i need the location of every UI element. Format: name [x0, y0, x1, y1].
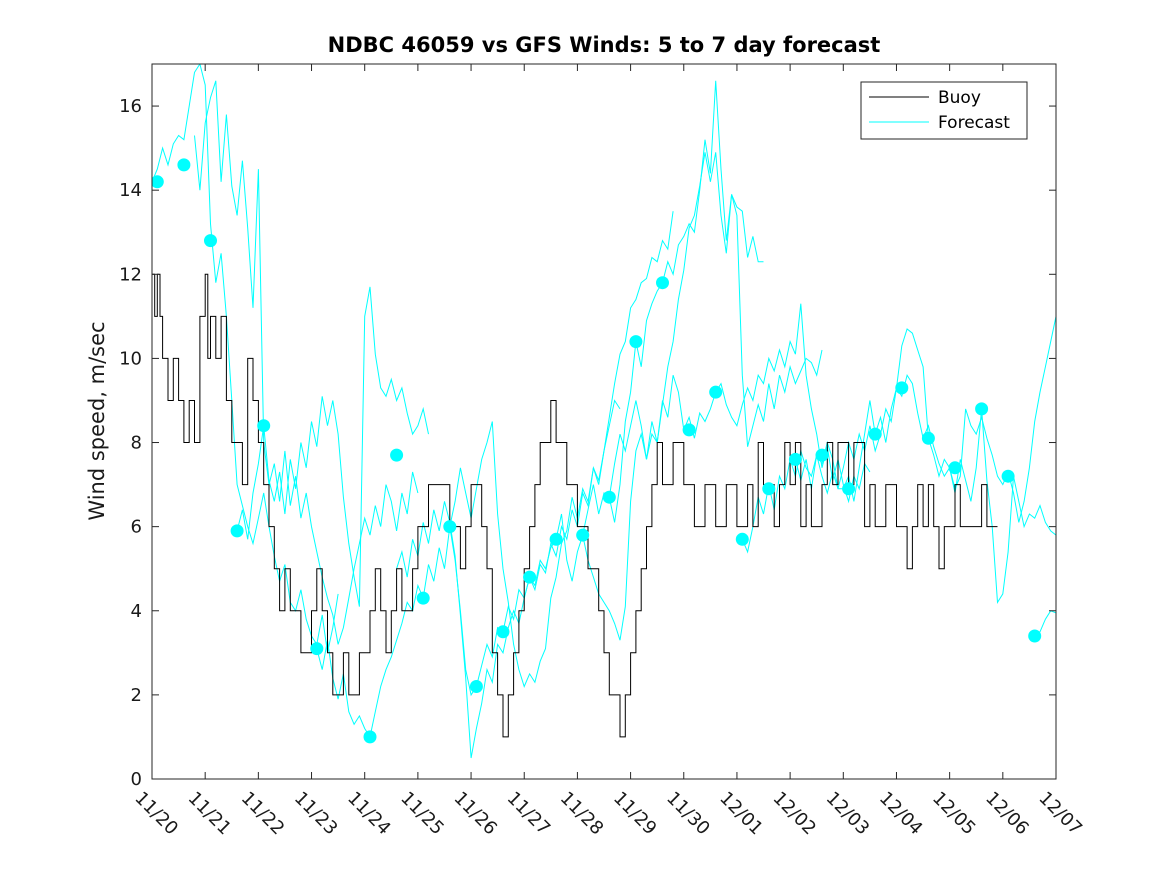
forecast-point-18	[656, 276, 669, 290]
forecast-point-16	[602, 490, 616, 504]
forecast-point-3	[204, 234, 217, 248]
forecast-point-22	[762, 482, 776, 496]
forecast-point-9	[416, 591, 430, 605]
forecast-line-2	[194, 80, 419, 645]
forecast-point-15	[576, 528, 590, 542]
forecast-point-29	[948, 461, 962, 475]
forecast-point-1	[152, 175, 164, 189]
forecast-line-1	[152, 64, 339, 653]
legend-box	[860, 81, 1028, 140]
forecast-point-4	[230, 524, 244, 538]
y-tick-label: 12	[119, 264, 142, 285]
forecast-point-5	[257, 419, 271, 433]
forecast-point-7	[363, 730, 377, 744]
y-tick-label: 4	[131, 601, 142, 622]
y-tick-label: 16	[119, 96, 142, 117]
legend[interactable]: Buoy Forecast	[860, 81, 1028, 140]
forecast-point-26	[868, 427, 882, 441]
forecast-point-10	[443, 520, 457, 534]
forecast-point-32	[1028, 629, 1042, 643]
forecast-point-11	[469, 680, 483, 693]
y-tick-label: 2	[131, 685, 142, 706]
forecast-point-25	[842, 482, 856, 496]
plot-area	[152, 64, 1056, 759]
forecast-point-27	[895, 381, 909, 395]
forecast-line-5	[396, 399, 621, 759]
series-group	[152, 64, 1056, 759]
legend-forecast-label: Forecast	[938, 113, 1010, 133]
y-tick-label: 8	[131, 433, 142, 454]
forecast-point-13	[523, 570, 537, 584]
y-tick-label: 10	[119, 348, 142, 369]
y-axis: 0 2 4 6 8 10 12 14 16	[119, 96, 1056, 790]
forecast-point-6	[310, 642, 324, 656]
axes-frame	[151, 63, 1057, 780]
chart-title: NDBC 46059 vs GFS Winds: 5 to 7 day fore…	[328, 33, 881, 57]
forecast-line-4	[316, 526, 557, 739]
forecast-point-21	[735, 532, 749, 546]
forecast-point-12	[496, 625, 510, 639]
forecast-point-2	[177, 158, 191, 172]
forecast-point-20	[709, 385, 723, 399]
forecast-point-14	[549, 532, 563, 546]
forecast-point-23	[788, 452, 802, 466]
forecast-line-11	[794, 328, 1056, 604]
y-tick-label: 14	[119, 180, 142, 201]
buoy-line	[152, 273, 998, 738]
forecast-line-9	[582, 303, 871, 641]
forecast-line-3	[236, 286, 429, 607]
forecast-line-8	[608, 80, 823, 523]
legend-buoy-label: Buoy	[938, 88, 981, 108]
forecast-point-31	[1001, 469, 1015, 483]
y-tick-label: 0	[131, 769, 142, 790]
forecast-point-19	[682, 423, 696, 437]
forecast-point-17	[629, 335, 643, 349]
forecast-point-30	[975, 402, 989, 416]
forecast-point-28	[921, 431, 935, 445]
y-axis-label: Wind speed, m/sec	[85, 321, 109, 520]
forecast-point-8	[390, 448, 404, 462]
forecast-point-24	[815, 448, 829, 462]
y-tick-label: 6	[131, 517, 142, 538]
forecast-line-6	[449, 211, 674, 688]
